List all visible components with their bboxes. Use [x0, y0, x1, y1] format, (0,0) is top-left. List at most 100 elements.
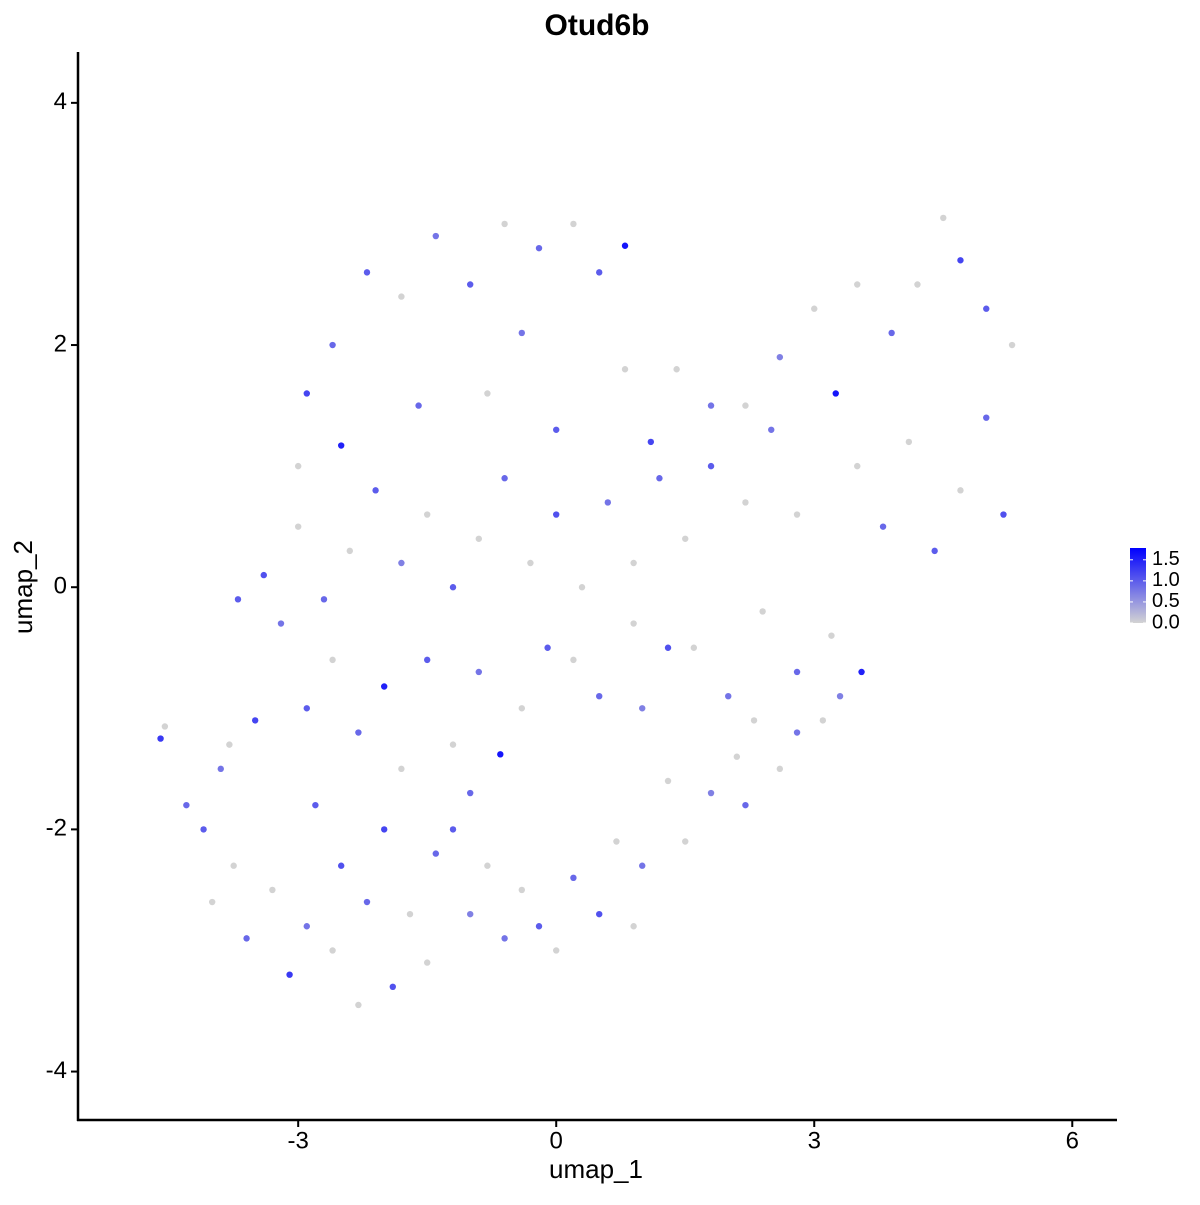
point: [707, 462, 715, 470]
point: [957, 487, 964, 494]
point: [380, 683, 388, 690]
point: [888, 329, 895, 337]
point: [535, 244, 543, 252]
point: [879, 523, 887, 530]
point: [656, 475, 663, 482]
point: [931, 547, 938, 555]
point: [277, 620, 285, 627]
x-tick-label: 0: [550, 1127, 563, 1154]
point: [286, 971, 293, 978]
colorbar: [1130, 548, 1146, 623]
point: [793, 668, 801, 676]
point: [836, 692, 844, 700]
point: [518, 705, 526, 712]
point: [832, 390, 839, 397]
point: [742, 402, 749, 409]
point: [613, 838, 620, 845]
point: [329, 656, 336, 664]
point: [733, 753, 741, 760]
point: [183, 801, 190, 809]
point: [690, 644, 698, 651]
point: [329, 341, 336, 349]
point: [363, 898, 371, 906]
point: [467, 910, 474, 918]
point: [768, 426, 775, 433]
point: [200, 826, 207, 833]
point: [725, 692, 732, 700]
point: [742, 801, 749, 809]
x-tick-label: -3: [288, 1127, 309, 1154]
point: [260, 571, 267, 579]
point: [793, 729, 801, 736]
point: [372, 487, 379, 494]
colorbar-tick-label: 1.5: [1152, 548, 1180, 570]
point: [501, 475, 508, 482]
point: [776, 765, 784, 773]
point: [320, 596, 328, 603]
point: [389, 983, 396, 991]
point: [673, 366, 680, 373]
point: [664, 777, 672, 785]
point: [497, 751, 504, 758]
point: [570, 220, 577, 228]
point: [905, 438, 913, 446]
point: [467, 789, 474, 797]
point: [303, 390, 310, 397]
point: [527, 559, 534, 567]
point: [484, 862, 491, 869]
point: [639, 705, 646, 712]
point: [639, 862, 646, 869]
point: [811, 305, 818, 312]
point: [355, 1001, 362, 1009]
point: [234, 596, 242, 603]
point: [940, 214, 947, 222]
y-tick-label: 0: [54, 573, 67, 600]
point: [467, 281, 474, 288]
point: [570, 656, 577, 664]
point: [449, 584, 457, 591]
point: [759, 608, 766, 615]
point: [682, 838, 689, 845]
point: [570, 874, 577, 882]
point: [544, 644, 551, 651]
y-axis-label: umap_2: [8, 540, 38, 634]
point: [596, 692, 603, 700]
point: [432, 850, 440, 857]
colorbar-tick-label: 1.0: [1152, 569, 1180, 591]
point: [553, 511, 560, 518]
point: [518, 329, 526, 337]
point: [406, 910, 414, 918]
point: [432, 232, 440, 240]
point: [707, 789, 715, 797]
point: [424, 511, 431, 518]
point: [828, 632, 835, 639]
point: [303, 705, 310, 712]
x-tick-label: 6: [1066, 1127, 1079, 1154]
point: [983, 414, 990, 421]
point: [157, 735, 164, 742]
point: [337, 862, 345, 869]
point: [424, 656, 431, 664]
point: [269, 886, 276, 894]
point: [707, 402, 715, 409]
point: [294, 523, 302, 530]
point: [294, 462, 302, 470]
point: [630, 620, 637, 627]
x-axis-label: umap_1: [549, 1154, 643, 1184]
colorbar-tick-label: 0.0: [1152, 611, 1180, 633]
point: [329, 947, 336, 954]
point: [355, 729, 362, 736]
x-tick-label: 3: [808, 1127, 821, 1154]
point: [535, 923, 543, 930]
point: [398, 765, 405, 773]
point: [854, 281, 861, 288]
point: [337, 442, 345, 449]
point: [475, 535, 483, 542]
point: [553, 426, 560, 433]
y-tick-label: 4: [54, 88, 67, 115]
point: [957, 257, 964, 264]
point: [251, 717, 259, 724]
point: [742, 499, 749, 506]
point: [230, 862, 237, 869]
point: [578, 584, 586, 591]
